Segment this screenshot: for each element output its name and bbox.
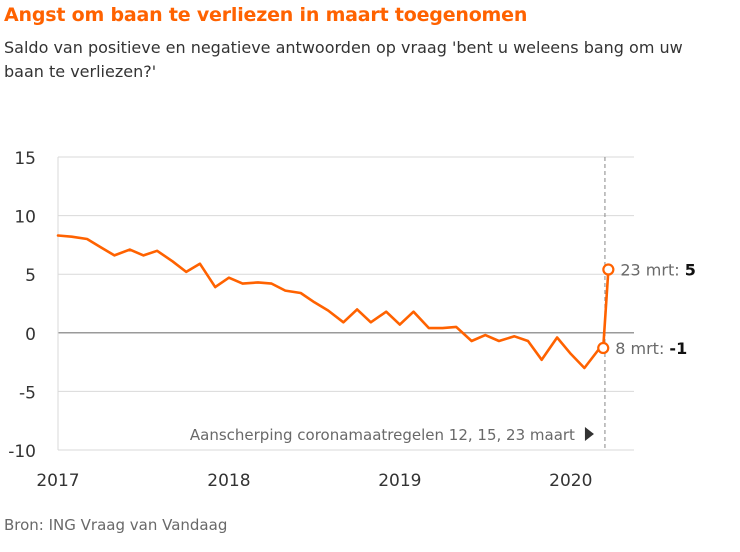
highlight-points: 8 mrt: -1 23 mrt: 5 xyxy=(597,261,696,358)
highlight-label: 8 mrt: -1 xyxy=(615,339,687,358)
y-tick-label: -10 xyxy=(8,442,36,462)
x-tick-label: 2019 xyxy=(378,471,421,491)
source-note: Bron: ING Vraag van Vandaag xyxy=(4,516,228,534)
series xyxy=(56,234,610,370)
chart-title: Angst om baan te verliezen in maart toeg… xyxy=(4,4,528,26)
x-tick-label: 2020 xyxy=(549,471,592,491)
x-tick-label: 2017 xyxy=(36,471,79,491)
highlight-label-date: 8 mrt: xyxy=(615,339,669,358)
x-axis-ticks: 2017 2018 2019 2020 xyxy=(36,471,592,491)
gridlines xyxy=(57,156,634,451)
highlight-marker xyxy=(602,263,615,276)
y-tick-label: 10 xyxy=(14,208,36,228)
highlight-label-value: 5 xyxy=(685,261,696,280)
event-annotation: Aanscherping coronamaatregelen 12, 15, 2… xyxy=(190,157,606,450)
y-tick-label: -5 xyxy=(19,383,36,403)
annotation-label: Aanscherping coronamaatregelen 12, 15, 2… xyxy=(190,426,575,444)
y-tick-label: 15 xyxy=(14,149,36,169)
series-line xyxy=(56,234,610,370)
annotation-arrow-icon xyxy=(584,427,594,441)
y-tick-label: 5 xyxy=(25,266,36,286)
highlight-marker xyxy=(597,341,610,355)
x-tick-label: 2018 xyxy=(207,471,250,491)
highlight-label-value: -1 xyxy=(669,339,687,358)
y-axis-ticks: 15 10 5 0 -5 -10 xyxy=(8,149,36,462)
highlight-label-date: 23 mrt: xyxy=(620,261,684,280)
chart-subtitle: Saldo van positieve en negatieve antwoor… xyxy=(4,38,683,81)
y-tick-label: 0 xyxy=(25,325,36,345)
highlight-label: 23 mrt: 5 xyxy=(620,261,696,280)
